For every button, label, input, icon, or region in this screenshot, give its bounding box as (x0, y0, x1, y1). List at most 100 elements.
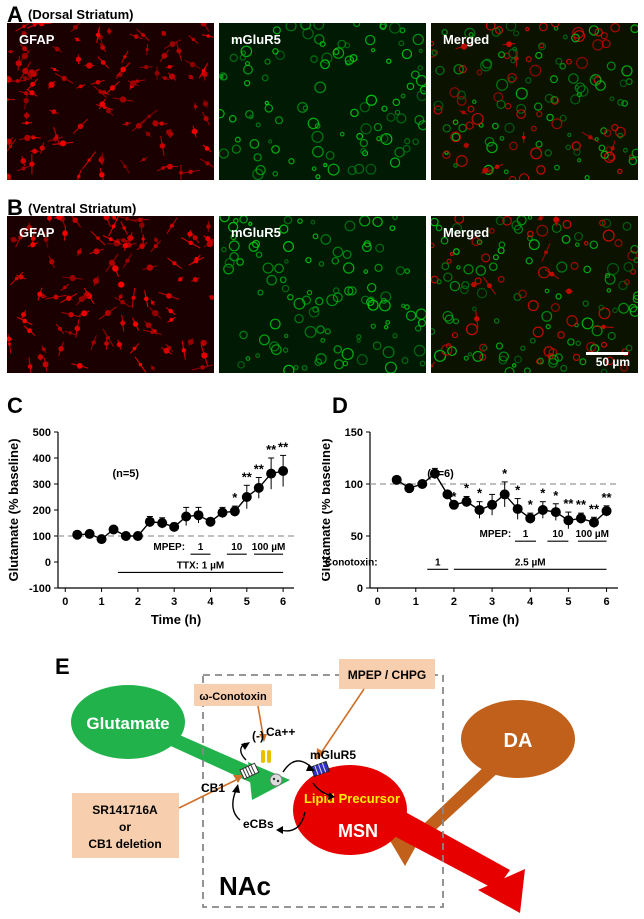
x-tick-label: 2 (451, 596, 457, 608)
x-tick-label: 0 (62, 596, 68, 608)
data-point (96, 534, 107, 545)
gfap-red-image (7, 23, 214, 180)
msn-label: MSN (338, 821, 378, 841)
y-tick-label: 300 (33, 479, 51, 491)
merged-image (431, 216, 638, 373)
x-tick-label: 5 (565, 596, 571, 608)
minus-label: (-) (252, 729, 264, 743)
lipid-precursor-label: Lipid Precursor (304, 791, 400, 806)
micro-label: Merged (443, 32, 490, 47)
significance-mark: ** (266, 442, 277, 457)
data-point (72, 529, 83, 540)
chart-d: 0 50 100 150 0 1 2 3 4 5 6 Time (h) Glutamate (% bas… (322, 427, 618, 627)
mpep-label: MPEP / CHPG (348, 668, 426, 682)
merged-image (431, 23, 638, 180)
data-point (537, 505, 548, 515)
x-tick-label: 4 (207, 596, 214, 608)
vesicle (269, 773, 283, 787)
data-point (525, 513, 536, 524)
ca-channel (261, 750, 265, 763)
mechanism-diagram: DA Glutamate Lipid Precursor MSN NAc ω-C… (71, 659, 575, 913)
x-axis-label: Time (h) (151, 612, 201, 627)
glutamate-label: Glutamate (86, 714, 169, 733)
panel-c-letter: C (7, 393, 23, 418)
y-tick-label: 100 (345, 479, 363, 491)
micrograph-a-mglur5: mGluR5 (219, 23, 426, 180)
data-point (417, 479, 428, 489)
y-tick-label: 500 (33, 427, 51, 439)
chart-c: -100 0 100 200 300 400 500 0 1 2 3 4 5 6 Time (h) Gluta… (6, 427, 294, 627)
scale-bar (586, 352, 628, 355)
data-point (157, 518, 168, 528)
data-point (487, 499, 498, 510)
data-point (266, 468, 277, 479)
micrograph-b-mglur5: mGluR5 (219, 216, 426, 373)
significance-mark: ** (576, 497, 587, 512)
significance-mark: * (528, 497, 534, 512)
micrograph-a-merged: Merged (431, 23, 638, 180)
micro-label: mGluR5 (231, 225, 281, 240)
series-line (77, 470, 284, 540)
data-point (193, 510, 204, 521)
data-point (601, 506, 612, 517)
msn-terminal (478, 869, 525, 913)
y-tick-label: 0 (357, 583, 363, 595)
msn-body (293, 765, 407, 855)
sr-box (72, 793, 179, 858)
x-tick-label: 1 (99, 596, 105, 608)
mpep-box (339, 659, 435, 689)
micrograph-b-merged: Merged 50 µm (431, 216, 638, 373)
data-point (108, 524, 119, 535)
y-tick-label: 200 (33, 505, 51, 517)
panel-d-letter: D (332, 393, 348, 418)
x-axis-label: Time (h) (469, 612, 519, 627)
sr-line1: SR141716A (92, 803, 158, 817)
significance-mark: ** (601, 490, 612, 505)
significance-mark: ** (278, 439, 289, 454)
data-point (550, 507, 561, 518)
ca-label: Ca++ (266, 725, 295, 739)
x-tick-label: 5 (244, 596, 250, 608)
panel-e-letter: E (55, 654, 70, 679)
data-point (241, 492, 252, 502)
micrograph-b-gfap: GFAP (7, 216, 214, 373)
data-point (144, 516, 155, 527)
x-tick-label: 3 (171, 596, 177, 608)
data-point (391, 474, 402, 485)
data-point (588, 517, 599, 528)
glutamate-body (71, 685, 185, 759)
data-point (442, 489, 453, 500)
cb1-label: CB1 (201, 781, 225, 795)
conotoxin-box (194, 684, 272, 706)
panel-b-subtitle: (Ventral Striatum) (28, 201, 137, 216)
x-tick-label: 2 (135, 596, 141, 608)
data-point (229, 506, 240, 517)
data-point (278, 466, 289, 476)
treatment-name: Conotoxin: (325, 557, 378, 568)
x-tick-label: 0 (375, 596, 381, 608)
data-point (575, 513, 586, 524)
data-point (253, 482, 264, 493)
significance-mark: * (515, 483, 521, 498)
micrograph-a-gfap: GFAP (7, 23, 214, 180)
nac-label: NAc (219, 871, 271, 901)
treatment-label: 100 µM (575, 529, 609, 540)
n-annotation: (n=5) (112, 468, 139, 480)
data-point (512, 503, 523, 514)
treatment-label: 10 (231, 542, 243, 553)
mglur5-receptor (310, 760, 331, 778)
significance-mark: * (502, 466, 508, 481)
x-tick-label: 1 (413, 596, 419, 608)
y-tick-label: 400 (33, 453, 51, 465)
mglur5-label: mGluR5 (310, 748, 356, 762)
data-point (563, 515, 574, 526)
data-point (169, 521, 180, 532)
treatment-label: 2.5 µM (515, 557, 546, 568)
y-tick-label: 0 (45, 557, 51, 569)
data-point (132, 531, 143, 541)
nac-box (202, 674, 444, 908)
gfap-red-image (7, 216, 214, 373)
scale-label: 50 µm (595, 355, 630, 369)
significance-mark: ** (254, 462, 265, 477)
y-tick-label: 150 (345, 427, 363, 439)
